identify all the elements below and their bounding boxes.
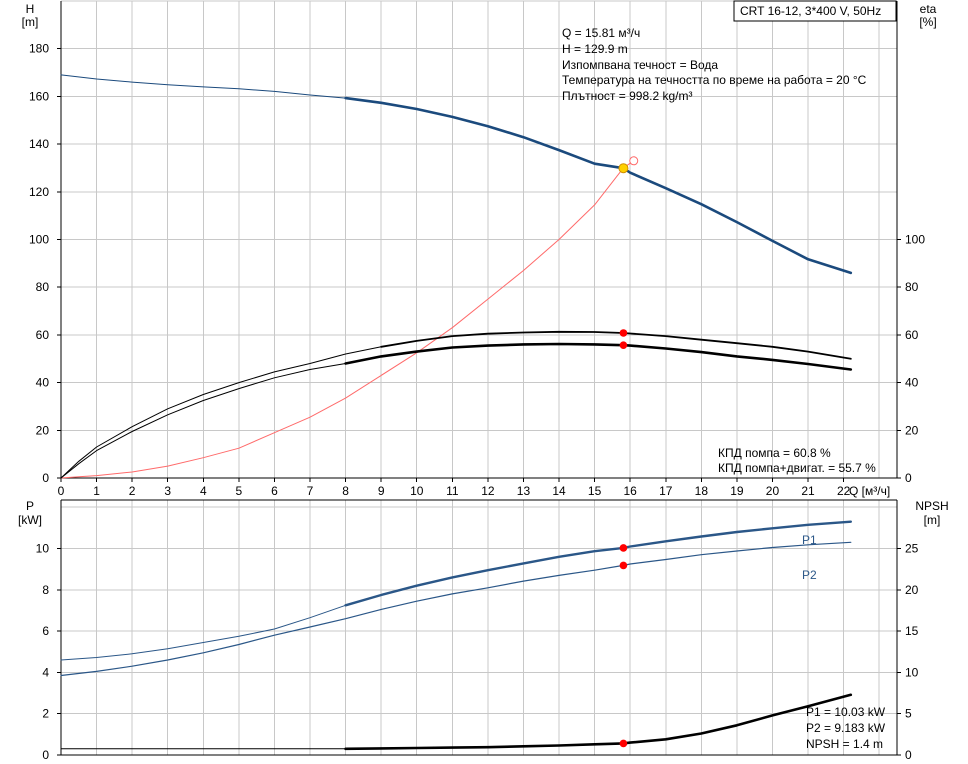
x-tick-label-12: 12 [481, 484, 495, 498]
x-tick-label-3: 3 [164, 484, 171, 498]
head-tick-label-40: 40 [36, 376, 50, 390]
system-end-marker [629, 156, 639, 166]
flow-axis-label: Q [м³/ч] [849, 484, 890, 498]
head-axis-label: H [26, 2, 35, 16]
npsh-axis-label: NPSH [915, 499, 948, 513]
duty-markers [618, 156, 639, 748]
eta-axis-unit: [%] [919, 15, 936, 29]
x-tick-label-10: 10 [410, 484, 424, 498]
npsh-tick-label-0: 0 [905, 748, 912, 762]
power-tick-label-2: 2 [42, 707, 49, 721]
eta-total-readout: КПД помпа+двигат. = 55.7 % [718, 461, 876, 475]
x-tick-label-14: 14 [552, 484, 566, 498]
power-grid [60, 500, 897, 755]
duty-point-p1 [619, 544, 628, 552]
head-tick-label-20: 20 [36, 423, 50, 437]
p1-series-label: P1 [802, 533, 817, 547]
eta-tick-label-60: 60 [905, 328, 919, 342]
info-flow: Q = 15.81 м³/ч [562, 26, 640, 40]
eta-tick-label-20: 20 [905, 423, 919, 437]
duty-point-head [618, 163, 629, 174]
p1-readout: P1 = 10.03 kW [806, 705, 886, 719]
x-tick-label-13: 13 [517, 484, 531, 498]
info-temperature: Температура на течността по време на раб… [562, 73, 867, 87]
head-curve [344, 96, 853, 275]
eta-tick-label-100: 100 [905, 233, 925, 247]
x-tick-label-4: 4 [200, 484, 207, 498]
head-tick-label-100: 100 [29, 233, 49, 247]
x-tick-label-9: 9 [378, 484, 385, 498]
axes [57, 1, 901, 756]
npsh-readout: NPSH = 1.4 m [806, 737, 883, 751]
info-density: Плътност = 998.2 kg/m³ [562, 89, 692, 103]
eta-tick-label-40: 40 [905, 376, 919, 390]
power-tick-label-10: 10 [36, 542, 50, 556]
npsh-axis-unit: [m] [924, 513, 941, 527]
p2-readout: P2 = 9.183 kW [806, 721, 886, 735]
x-tick-label-7: 7 [307, 484, 314, 498]
power-tick-label-0: 0 [42, 748, 49, 762]
power-tick-label-6: 6 [42, 624, 49, 638]
tick-labels: 0 1 2 3 4 5 6 7 8 9 10 11 12 13 14 15 16 17 18 19 20 21 220204… [29, 42, 925, 762]
duty-point-npsh [619, 739, 628, 748]
head-axis-unit: [m] [22, 15, 39, 29]
eta-total-curve [344, 342, 853, 371]
head-tick-label-60: 60 [36, 328, 50, 342]
x-tick-label-21: 21 [801, 484, 815, 498]
head-tick-label-160: 160 [29, 89, 49, 103]
x-tick-label-1: 1 [93, 484, 100, 498]
duty-point-eta-pump [619, 329, 628, 337]
eta-tick-label-0: 0 [905, 471, 912, 485]
head-tick-label-0: 0 [42, 471, 49, 485]
pump-label-box [733, 0, 897, 22]
head-tick-label-180: 180 [29, 42, 49, 56]
eta-axis-label: eta [920, 2, 937, 16]
pump-label: CRT 16-12, 3*400 V, 50Hz [740, 4, 881, 18]
head-tick-label-120: 120 [29, 185, 49, 199]
x-tick-label-8: 8 [342, 484, 349, 498]
x-tick-label-5: 5 [236, 484, 243, 498]
x-tick-label-18: 18 [695, 484, 709, 498]
duty-point-p2 [619, 561, 628, 570]
npsh-curve [344, 693, 853, 751]
x-tick-label-11: 11 [446, 484, 459, 498]
x-tick-label-2: 2 [129, 484, 136, 498]
x-tick-label-22: 22 [837, 484, 851, 498]
p2-curve [60, 541, 852, 677]
curves [60, 74, 853, 751]
duty-point-eta-total [619, 341, 628, 349]
system-curve [60, 160, 635, 479]
info-head: H = 129.9 m [562, 42, 628, 56]
npsh-tick-label-10: 10 [905, 665, 919, 679]
power-axis-label: P [26, 499, 34, 513]
head-curve-extended [60, 74, 347, 99]
npsh-tick-label-15: 15 [905, 624, 919, 638]
x-tick-label-6: 6 [271, 484, 278, 498]
eta-tick-label-80: 80 [905, 280, 919, 294]
head-grid [60, 0, 897, 478]
p1-curve [344, 520, 852, 607]
info-liquid: Изпомпвана течност = Вода [562, 58, 718, 72]
x-tick-label-0: 0 [58, 484, 65, 498]
power-axis-unit: [kW] [18, 513, 42, 527]
npsh-tick-label-25: 25 [905, 542, 919, 556]
x-tick-label-20: 20 [766, 484, 780, 498]
x-tick-label-19: 19 [730, 484, 744, 498]
eta-pump-readout: КПД помпа = 60.8 % [718, 446, 831, 460]
x-tick-label-16: 16 [624, 484, 638, 498]
x-tick-label-17: 17 [659, 484, 673, 498]
x-tick-label-15: 15 [588, 484, 602, 498]
head-tick-label-80: 80 [36, 280, 50, 294]
power-tick-label-8: 8 [42, 583, 49, 597]
npsh-tick-label-5: 5 [905, 707, 912, 721]
npsh-tick-label-20: 20 [905, 583, 919, 597]
head-tick-label-140: 140 [29, 137, 49, 151]
p1-curve-extended [60, 604, 347, 661]
p2-series-label: P2 [802, 568, 817, 582]
power-tick-label-4: 4 [42, 665, 49, 679]
